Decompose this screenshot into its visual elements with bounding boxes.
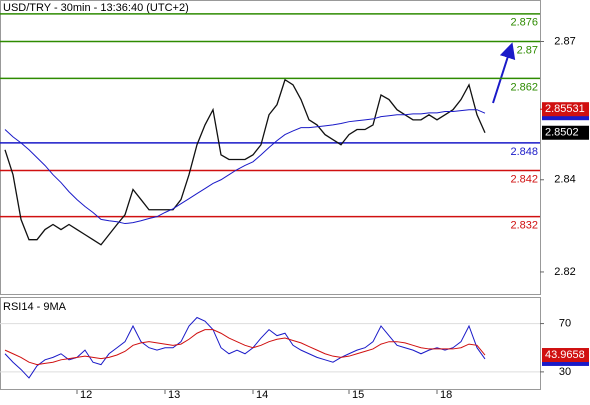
y-tick-label: 70	[559, 317, 571, 329]
chart-title: USD/TRY - 30min - 13:36:40 (UTC+2)	[3, 2, 189, 14]
y-tick-label: 2.82	[554, 266, 575, 278]
x-tick-label: 12	[80, 389, 92, 400]
series-line	[4, 316, 486, 379]
series-line	[4, 329, 486, 366]
y-tick-label: 2.87	[554, 35, 575, 47]
x-tick-label: 13	[168, 389, 180, 400]
level-label: 2.876	[510, 17, 538, 29]
level-label: 2.87	[517, 44, 538, 56]
x-tick-label: 18	[440, 389, 452, 400]
forecast-arrow	[492, 42, 516, 104]
level-label: 2.848	[510, 146, 538, 158]
annotation-tag-box	[542, 102, 589, 117]
last-value-tag: 43.9658	[545, 349, 585, 361]
last-value-tag-box	[542, 125, 589, 140]
rsi-panel	[0, 297, 541, 390]
x-tick-label: 14	[256, 389, 268, 400]
y-tick-label: 30	[559, 366, 571, 378]
series-line	[4, 109, 486, 225]
level-label: 2.842	[510, 173, 538, 185]
price-panel	[0, 0, 541, 295]
rsi-title: RSI14 - 9MA	[3, 301, 67, 313]
x-tick-label: 15	[352, 389, 364, 400]
y-tick-label: 2.84	[554, 174, 575, 186]
annotation-tag: 2.85531	[545, 103, 585, 115]
level-label: 2.862	[510, 81, 538, 93]
last-value-tag-box	[542, 348, 589, 363]
level-label: 2.832	[510, 220, 538, 232]
last-value-tag: 2.8502	[545, 127, 579, 139]
